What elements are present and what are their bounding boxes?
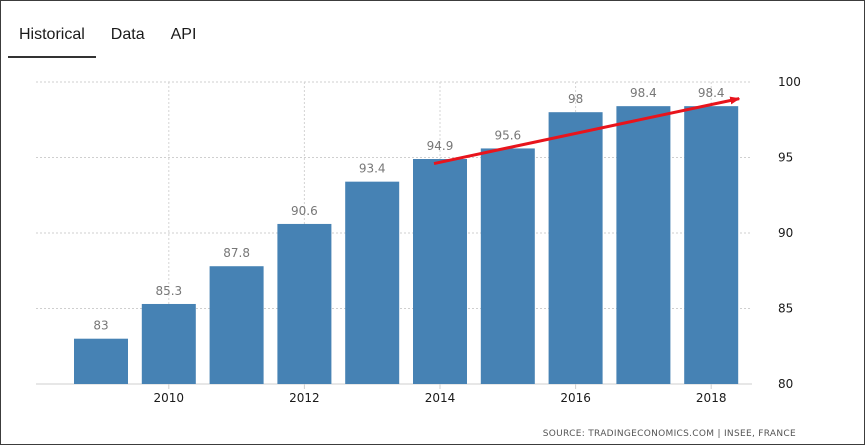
tab-historical[interactable]: Historical <box>8 18 96 58</box>
bar-2016[interactable] <box>548 112 603 384</box>
x-tick-label: 2012 <box>289 391 320 405</box>
x-tick-label: 2010 <box>154 391 185 405</box>
data-label-2010: 85.3 <box>155 284 182 298</box>
data-labels: 83 85.3 87.8 90.6 93.4 94.9 95.6 98 98.4 98.4 <box>93 86 724 333</box>
y-tick-label: 90 <box>778 226 793 240</box>
data-label-2009: 83 <box>93 319 108 333</box>
tab-bar: Historical Data API <box>8 14 207 58</box>
bar-2011[interactable] <box>209 266 264 384</box>
bar-2015[interactable] <box>480 148 535 384</box>
bar-2013[interactable] <box>345 181 400 384</box>
data-label-2014: 94.9 <box>427 139 454 153</box>
y-tick-label: 80 <box>778 377 793 391</box>
source-note: SOURCE: TRADINGECONOMICS.COM | INSEE, FR… <box>543 429 796 439</box>
bar-2009[interactable] <box>74 338 128 384</box>
tab-api[interactable]: API <box>170 26 197 43</box>
bar-2010[interactable] <box>141 303 196 384</box>
data-label-2015: 95.6 <box>494 128 521 142</box>
y-axis: 80 85 90 95 100 <box>778 75 801 391</box>
y-tick-label: 85 <box>778 302 793 316</box>
y-tick-label: 95 <box>778 151 793 165</box>
data-label-2011: 87.8 <box>223 246 250 260</box>
tab-data[interactable]: Data <box>110 26 145 43</box>
bar-2014[interactable] <box>413 159 467 384</box>
x-axis: 2010 2012 2014 2016 2018 <box>154 384 727 405</box>
trend-arrow <box>433 96 741 166</box>
x-tick-label: 2018 <box>696 391 727 405</box>
x-tick-label: 2014 <box>425 391 456 405</box>
y-tick-label: 100 <box>778 75 801 89</box>
bar-2012[interactable] <box>277 223 332 384</box>
x-tick-label: 2016 <box>560 391 591 405</box>
bar-2018[interactable] <box>684 106 739 384</box>
data-label-2018: 98.4 <box>698 86 725 100</box>
data-label-2016: 98 <box>568 92 583 106</box>
data-label-2013: 93.4 <box>359 162 386 176</box>
annotations <box>433 96 741 166</box>
data-label-2012: 90.6 <box>291 204 318 218</box>
bar-2017[interactable] <box>616 106 671 384</box>
data-label-2017: 98.4 <box>630 86 657 100</box>
bars <box>74 106 739 384</box>
